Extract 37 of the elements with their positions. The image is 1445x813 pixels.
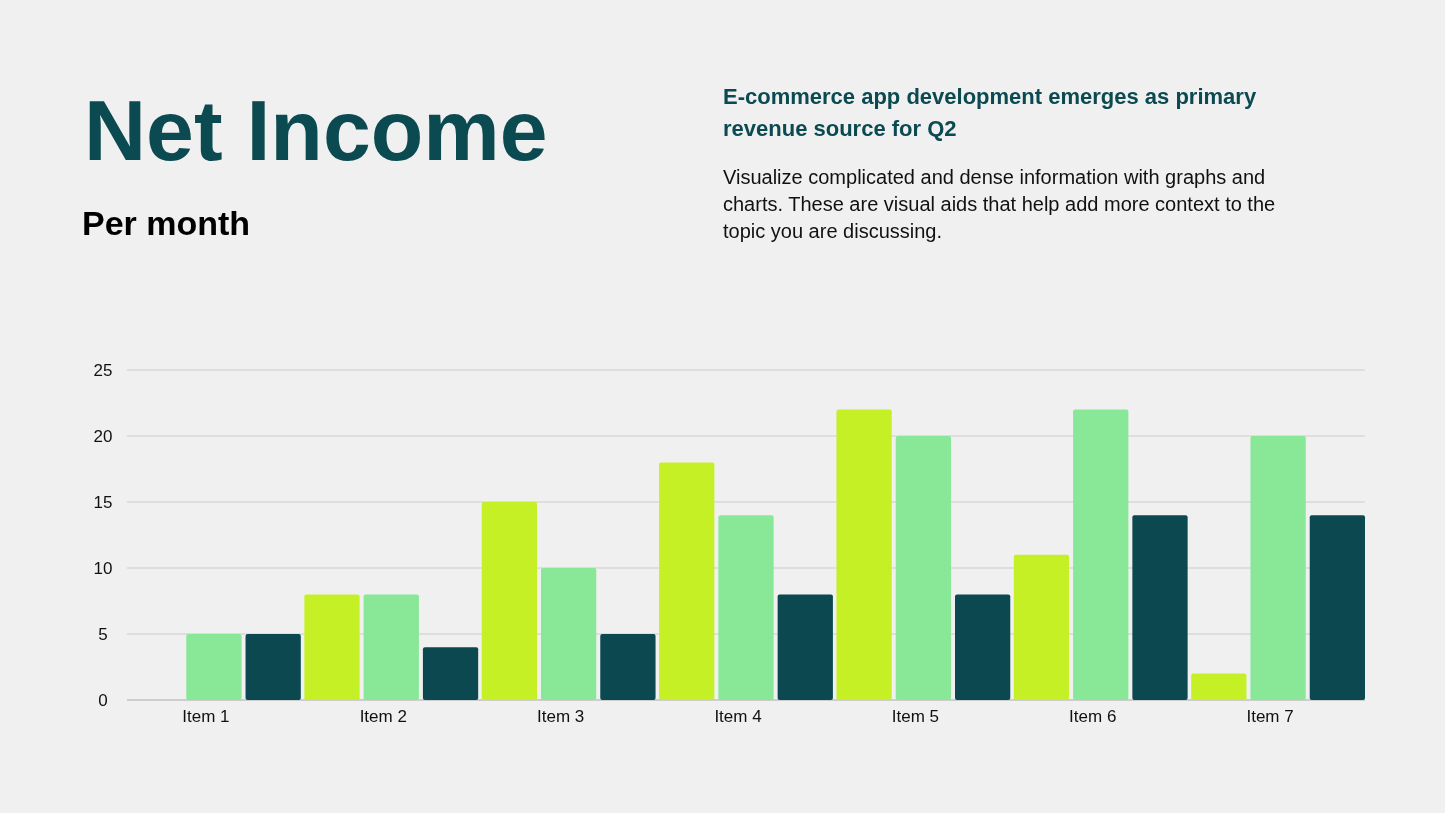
bar <box>481 502 537 700</box>
y-tick-label: 10 <box>93 558 113 578</box>
y-tick-label: 15 <box>93 492 113 512</box>
bar <box>304 594 360 700</box>
chart-subtitle: Per month <box>82 204 251 242</box>
bar <box>186 634 242 700</box>
text: E-commerce app development emerges as primary revenue source for Q2 <box>723 84 1257 141</box>
y-tick-label: 5 <box>98 624 108 644</box>
bar <box>1250 436 1306 700</box>
x-tick-label: Item 2 <box>359 707 407 726</box>
y-tick-label: 0 <box>98 690 108 710</box>
bar <box>363 594 419 700</box>
bar <box>541 568 597 700</box>
x-tick-label: Item 5 <box>891 707 939 726</box>
x-tick-label: Item 6 <box>1069 707 1117 726</box>
bar <box>895 436 951 700</box>
bar <box>955 594 1011 700</box>
bar <box>245 634 301 700</box>
bar <box>422 647 479 700</box>
x-tick-label: Item 1 <box>182 707 230 726</box>
chart-title: Net Income <box>84 82 548 178</box>
y-tick-label: 25 <box>93 360 113 380</box>
bar <box>1013 554 1070 700</box>
bar <box>659 462 715 700</box>
bar <box>1132 515 1188 700</box>
x-tick-label: Item 4 <box>714 707 762 726</box>
bar <box>600 634 656 700</box>
x-tick-label: Item 3 <box>537 707 585 726</box>
bar <box>1073 409 1129 700</box>
bar <box>1309 515 1365 700</box>
y-tick-label: 20 <box>93 426 113 446</box>
bar <box>777 594 833 700</box>
bar <box>1191 673 1247 700</box>
bar <box>718 515 774 700</box>
bar <box>836 409 892 700</box>
text: Visualize complicated and dense information with graphs and charts. These are visual aids that help add more context to the topic you are discussing. <box>723 166 1276 242</box>
x-tick-label: Item 7 <box>1246 707 1294 726</box>
